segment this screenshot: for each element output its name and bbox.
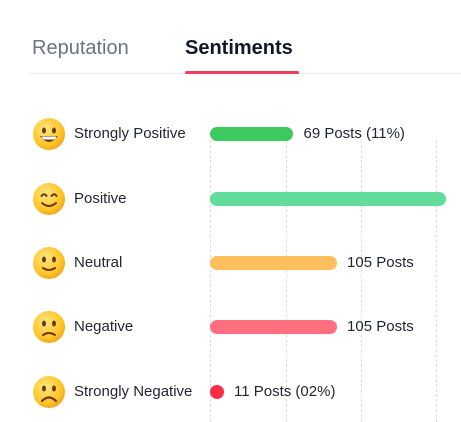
category-label: Positive xyxy=(74,190,127,207)
sentiment-row: Strongly Negative 11 Posts (02%) xyxy=(0,372,461,412)
tab-reputation[interactable]: Reputation xyxy=(32,37,129,59)
value-label: 105 Posts xyxy=(347,254,414,271)
slightly-smiling-face-icon xyxy=(33,247,65,279)
gridline xyxy=(436,140,437,422)
tab-sentiments[interactable]: Sentiments xyxy=(185,37,293,59)
category-label: Strongly Positive xyxy=(74,125,186,142)
sentiment-chart: Strongly Positive 69 Posts (11%) Positive N… xyxy=(0,100,461,422)
sentiment-bar[interactable] xyxy=(210,320,338,334)
gridline xyxy=(210,140,211,422)
smiling-face-icon xyxy=(33,183,65,215)
frowning-face-icon xyxy=(33,376,65,408)
category-label: Strongly Negative xyxy=(74,383,193,400)
active-tab-indicator xyxy=(185,71,299,74)
tab-bar: Reputation Sentiments xyxy=(0,0,461,76)
sentiment-bar[interactable] xyxy=(210,127,294,141)
value-label: 11 Posts (02%) xyxy=(234,383,336,400)
value-label: 69 Posts (11%) xyxy=(303,125,405,142)
gridline xyxy=(286,140,287,422)
category-label: Negative xyxy=(74,318,134,335)
sentiment-bar[interactable] xyxy=(210,192,446,206)
gridline xyxy=(361,140,362,422)
sentiment-row: Strongly Positive 69 Posts (11%) xyxy=(0,114,461,154)
sentiment-bar[interactable] xyxy=(210,385,224,399)
sentiment-row: Positive xyxy=(0,179,461,219)
grinning-face-icon xyxy=(33,118,65,150)
category-label: Neutral xyxy=(74,254,123,271)
value-label: 105 Posts xyxy=(347,318,414,335)
sentiment-row: Negative 105 Posts xyxy=(0,307,461,347)
sentiment-bar[interactable] xyxy=(210,256,338,270)
sentiment-row: Neutral 105 Posts xyxy=(0,243,461,283)
slightly-frowning-face-icon xyxy=(33,311,65,343)
